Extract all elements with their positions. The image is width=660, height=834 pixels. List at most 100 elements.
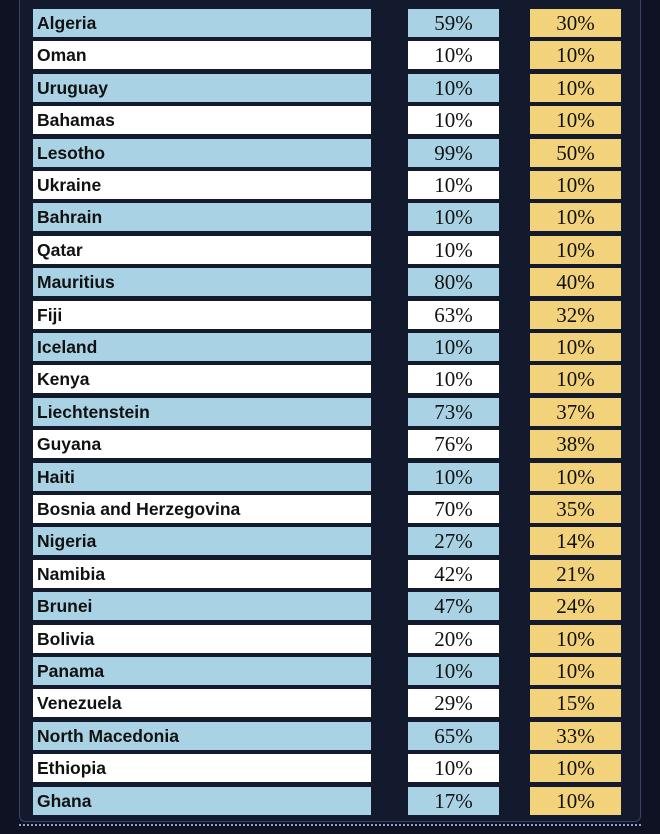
country-name-cell: Venezuela xyxy=(33,689,371,718)
percentage-cell-1: 29% xyxy=(408,689,499,718)
percentage-cell-2: 10% xyxy=(530,333,621,361)
percentage-cell-2: 33% xyxy=(530,721,621,750)
country-name-cell: Algeria xyxy=(33,9,371,37)
table-row: Guyana 76% 38% xyxy=(0,430,660,459)
percentage-cell-2: 10% xyxy=(530,754,621,783)
percentage-cell-2: 10% xyxy=(530,235,621,264)
table-row: Liechtenstein 73% 37% xyxy=(0,397,660,426)
percentage-cell-2: 24% xyxy=(530,592,621,621)
table-row: Brunei 47% 24% xyxy=(0,592,660,621)
table-row: Bolivia 20% 10% xyxy=(0,624,660,653)
table-row: Lesotho 99% 50% xyxy=(0,138,660,167)
table-row: Algeria 59% 30% xyxy=(0,9,660,37)
country-name-cell: Fiji xyxy=(33,300,371,329)
percentage-cell-1: 42% xyxy=(408,559,499,588)
percentage-cell-1: 20% xyxy=(408,624,499,653)
percentage-cell-1: 10% xyxy=(408,462,499,491)
percentage-cell-1: 10% xyxy=(408,754,499,783)
percentage-cell-1: 70% xyxy=(408,495,499,523)
table-row: Panama 10% 10% xyxy=(0,657,660,685)
percentage-cell-1: 10% xyxy=(408,657,499,685)
percentage-cell-2: 10% xyxy=(530,786,621,815)
percentage-cell-2: 50% xyxy=(530,138,621,167)
percentage-cell-2: 37% xyxy=(530,397,621,426)
percentage-cell-2: 14% xyxy=(530,527,621,556)
percentage-cell-2: 10% xyxy=(530,624,621,653)
percentage-cell-1: 47% xyxy=(408,592,499,621)
percentage-cell-2: 10% xyxy=(530,203,621,232)
country-name-cell: Qatar xyxy=(33,235,371,264)
percentage-cell-1: 99% xyxy=(408,138,499,167)
percentage-cell-1: 80% xyxy=(408,268,499,297)
country-name-cell: North Macedonia xyxy=(33,721,371,750)
percentage-cell-1: 65% xyxy=(408,721,499,750)
percentage-cell-2: 10% xyxy=(530,462,621,491)
percentage-cell-1: 10% xyxy=(408,41,499,70)
country-name-cell: Ukraine xyxy=(33,171,371,199)
table-row: Nigeria 27% 14% xyxy=(0,527,660,556)
percentage-cell-2: 10% xyxy=(530,365,621,394)
country-name-cell: Bolivia xyxy=(33,624,371,653)
country-name-cell: Liechtenstein xyxy=(33,397,371,426)
table-row: Bahrain 10% 10% xyxy=(0,203,660,232)
table-row: Venezuela 29% 15% xyxy=(0,689,660,718)
percentage-cell-2: 35% xyxy=(530,495,621,523)
percentage-cell-2: 40% xyxy=(530,268,621,297)
country-name-cell: Uruguay xyxy=(33,73,371,102)
country-name-cell: Ethiopia xyxy=(33,754,371,783)
table-row: Oman 10% 10% xyxy=(0,41,660,70)
percentage-cell-1: 10% xyxy=(408,203,499,232)
table-row: Ethiopia 10% 10% xyxy=(0,754,660,783)
country-name-cell: Kenya xyxy=(33,365,371,394)
country-name-cell: Guyana xyxy=(33,430,371,459)
table-row: Uruguay 10% 10% xyxy=(0,73,660,102)
table-row: Fiji 63% 32% xyxy=(0,300,660,329)
percentage-cell-1: 10% xyxy=(408,235,499,264)
table-row: Qatar 10% 10% xyxy=(0,235,660,264)
table-row: Bosnia and Herzegovina 70% 35% xyxy=(0,495,660,523)
table-row: North Macedonia 65% 33% xyxy=(0,721,660,750)
table-row: Namibia 42% 21% xyxy=(0,559,660,588)
country-name-cell: Oman xyxy=(33,41,371,70)
percentage-cell-1: 10% xyxy=(408,365,499,394)
table-row: Ghana 17% 10% xyxy=(0,786,660,815)
percentage-cell-2: 10% xyxy=(530,657,621,685)
percentage-cell-2: 32% xyxy=(530,300,621,329)
percentage-cell-2: 10% xyxy=(530,41,621,70)
table-row: Ukraine 10% 10% xyxy=(0,171,660,199)
percentage-cell-1: 63% xyxy=(408,300,499,329)
percentage-cell-1: 10% xyxy=(408,171,499,199)
bottom-dotted-border xyxy=(19,824,641,826)
country-name-cell: Brunei xyxy=(33,592,371,621)
table-row: Iceland 10% 10% xyxy=(0,333,660,361)
percentage-cell-1: 59% xyxy=(408,9,499,37)
percentage-cell-1: 10% xyxy=(408,106,499,135)
percentage-cell-1: 17% xyxy=(408,786,499,815)
country-name-cell: Bahrain xyxy=(33,203,371,232)
percentage-cell-2: 21% xyxy=(530,559,621,588)
percentage-cell-1: 76% xyxy=(408,430,499,459)
percentage-cell-2: 10% xyxy=(530,106,621,135)
country-name-cell: Mauritius xyxy=(33,268,371,297)
percentage-cell-2: 30% xyxy=(530,9,621,37)
percentage-cell-1: 27% xyxy=(408,527,499,556)
percentage-cell-1: 10% xyxy=(408,333,499,361)
percentage-cell-2: 10% xyxy=(530,73,621,102)
country-name-cell: Lesotho xyxy=(33,138,371,167)
country-name-cell: Iceland xyxy=(33,333,371,361)
country-name-cell: Bahamas xyxy=(33,106,371,135)
country-name-cell: Bosnia and Herzegovina xyxy=(33,495,371,523)
table-row: Bahamas 10% 10% xyxy=(0,106,660,135)
percentage-cell-2: 10% xyxy=(530,171,621,199)
country-name-cell: Nigeria xyxy=(33,527,371,556)
percentage-cell-1: 10% xyxy=(408,73,499,102)
country-name-cell: Panama xyxy=(33,657,371,685)
percentage-cell-1: 73% xyxy=(408,397,499,426)
table-row: Mauritius 80% 40% xyxy=(0,268,660,297)
table-row: Haiti 10% 10% xyxy=(0,462,660,491)
percentage-cell-2: 38% xyxy=(530,430,621,459)
percentage-cell-2: 15% xyxy=(530,689,621,718)
country-name-cell: Ghana xyxy=(33,786,371,815)
country-name-cell: Haiti xyxy=(33,462,371,491)
country-name-cell: Namibia xyxy=(33,559,371,588)
